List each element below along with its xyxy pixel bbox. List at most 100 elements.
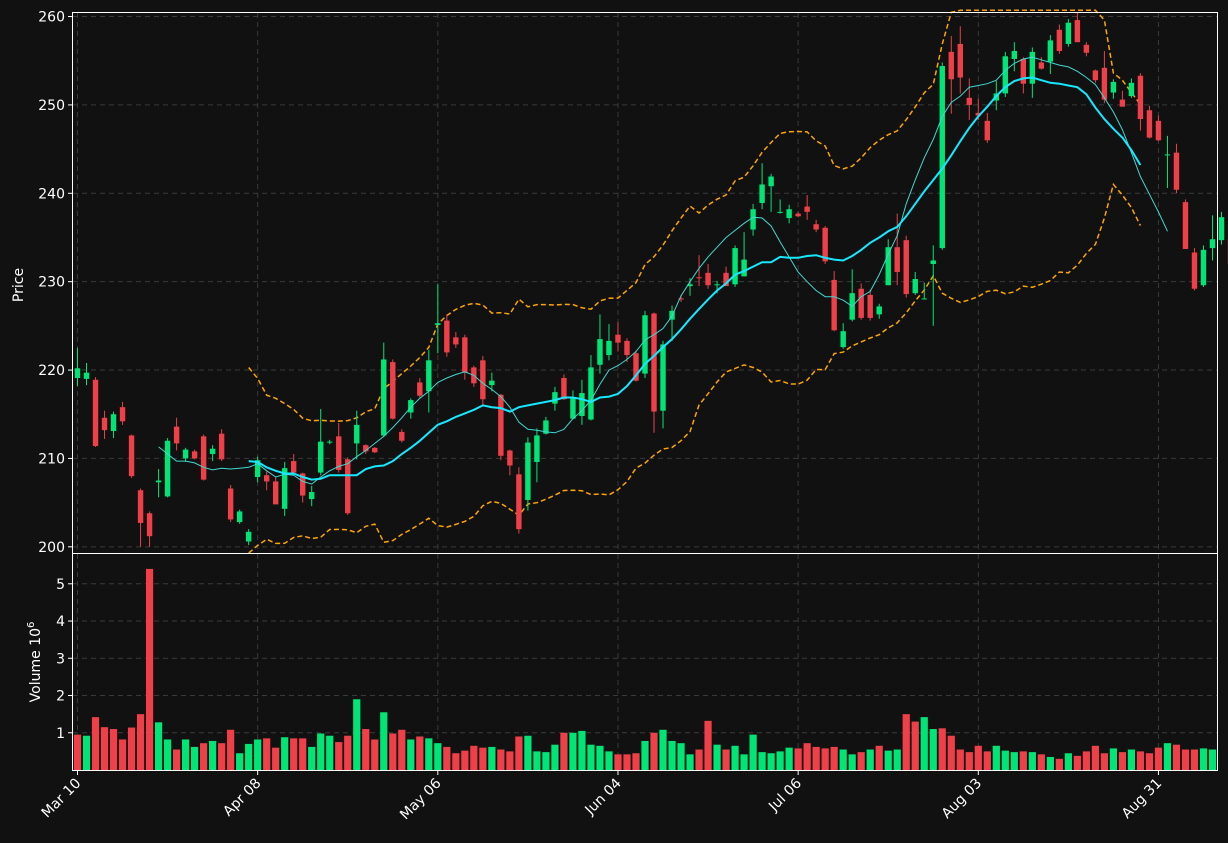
volume-bar [830, 746, 838, 770]
price-tick-label: 210 [38, 451, 65, 467]
candle-body [498, 394, 504, 456]
volume-bar [236, 753, 244, 770]
volume-bar [172, 749, 181, 770]
volume-bar [866, 749, 874, 770]
candle-body [1038, 62, 1045, 69]
candle-body [840, 331, 846, 348]
volume-bar [776, 751, 784, 770]
volume-bar [1199, 748, 1208, 770]
candle-body [507, 450, 513, 466]
candle-body [399, 431, 405, 441]
volume-bar [145, 568, 154, 770]
candle-body [1029, 51, 1036, 84]
candle-body [723, 272, 729, 287]
volume-bar [632, 753, 640, 770]
candle-body [1164, 154, 1171, 156]
candle-body [1218, 217, 1225, 241]
volume-bar [506, 751, 514, 770]
candle-body [732, 248, 738, 285]
volume-bar [1172, 744, 1181, 770]
volume-bar [73, 734, 82, 770]
volume-bar [596, 745, 604, 770]
volume-bar [1208, 749, 1217, 770]
candle-body [894, 247, 900, 272]
candle-body [912, 279, 918, 294]
volume-bar [740, 754, 748, 770]
volume-bar [1190, 749, 1199, 770]
volume-bar [109, 729, 118, 770]
volume-bars [73, 568, 1217, 770]
candle-body [254, 460, 261, 477]
fast-moving-average-line [158, 56, 1168, 485]
candle-body [813, 224, 819, 230]
price-tick-label: 220 [38, 363, 65, 379]
volume-bar [82, 735, 91, 770]
volume-bar [1082, 751, 1090, 770]
candle-body [489, 380, 495, 386]
price-tick-label: 250 [38, 98, 65, 114]
candle-body [137, 490, 144, 523]
candle-body [1020, 58, 1027, 84]
volume-bar [902, 714, 910, 770]
candle-body [363, 445, 369, 452]
candle-body [966, 97, 972, 105]
candle-body [975, 112, 981, 116]
candle-body [642, 315, 648, 374]
candle-body [408, 400, 414, 413]
volume-tick-label: 4 [56, 614, 65, 630]
candle-body [1209, 239, 1216, 249]
volume-bar [353, 699, 361, 770]
volume-bar [263, 738, 271, 770]
candle-body [1173, 152, 1180, 190]
volume-bar [1073, 755, 1081, 770]
volume-bar [1181, 749, 1190, 770]
volume-bar [965, 752, 973, 770]
volume-bar [686, 754, 694, 770]
volume-bar [839, 749, 847, 770]
volume-bar [1118, 752, 1127, 770]
volume-bar [1010, 752, 1018, 770]
volume-bar [362, 729, 370, 770]
candle-body [1056, 29, 1063, 52]
candle-body [831, 279, 837, 331]
volume-axis-label: Volume 106 [26, 622, 44, 703]
candle-body [777, 211, 783, 213]
candle-body [92, 379, 99, 447]
volume-bar [1019, 751, 1027, 770]
candle-body [1200, 249, 1207, 286]
candle-body [1074, 20, 1081, 43]
volume-bar [641, 740, 649, 770]
volume-bar [812, 746, 820, 770]
candle-body [543, 420, 549, 434]
candle-body [1002, 56, 1009, 94]
candle-body [309, 492, 315, 500]
volume-bar [326, 735, 334, 770]
candle-body [705, 272, 711, 286]
volume-bar [578, 730, 586, 770]
candle-body [588, 367, 594, 420]
volume-bar [974, 745, 982, 770]
candle-body [876, 306, 882, 315]
volume-bar [677, 743, 685, 770]
candle-body [164, 440, 171, 497]
volume-bar [875, 745, 883, 770]
slow-moving-average-line [248, 76, 1142, 481]
volume-bar [722, 749, 730, 770]
volume-bar [425, 738, 433, 770]
candle-body [345, 459, 351, 514]
volume-bar [488, 746, 496, 770]
volume-bar [920, 717, 928, 770]
candle-body [930, 260, 936, 264]
volume-bar [533, 751, 541, 770]
volume-bar [614, 754, 622, 770]
candle-body [200, 436, 207, 480]
candle-body [552, 392, 558, 404]
volume-bar [821, 748, 829, 770]
volume-bar [317, 733, 325, 770]
candle-body [444, 320, 450, 353]
volume-bar [380, 712, 388, 770]
volume-bar [209, 740, 217, 770]
volume-bar [983, 751, 991, 770]
volume-bar [443, 746, 451, 770]
candle-body [354, 424, 360, 444]
